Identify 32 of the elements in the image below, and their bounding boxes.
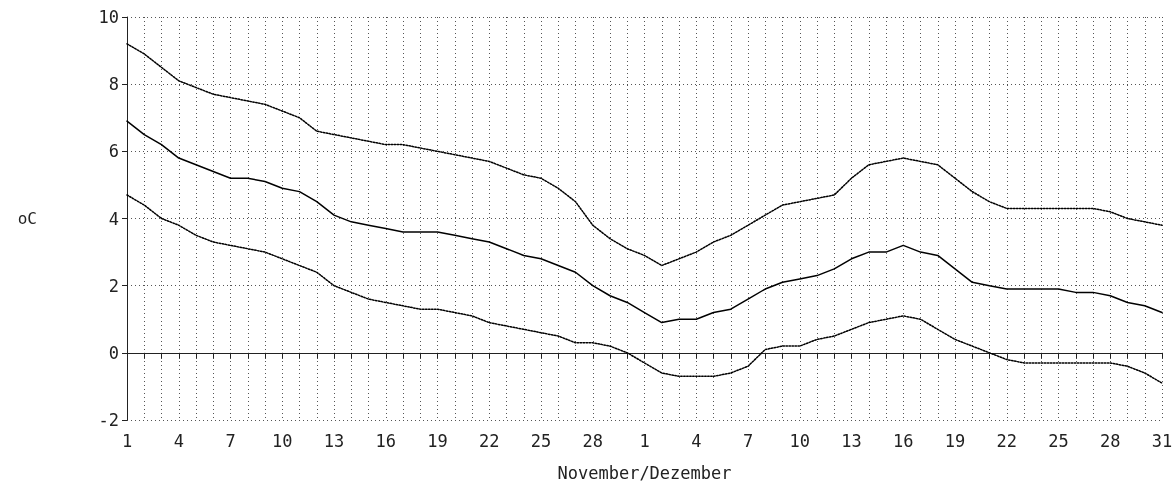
x-tick-label: 7 — [742, 430, 754, 451]
x-axis-title: November/Dezember — [557, 462, 732, 483]
x-tick-label: 13 — [841, 430, 862, 451]
x-tick-label: 16 — [893, 430, 914, 451]
x-tick-label: 4 — [173, 430, 184, 451]
x-tick-label: 4 — [691, 430, 702, 451]
y-tick-label: -2 — [98, 410, 119, 430]
y-tick-label: 2 — [108, 275, 119, 296]
x-tick-label: 31 — [1151, 430, 1173, 451]
x-tick-label: 19 — [427, 430, 448, 451]
y-tick-label: 8 — [108, 74, 119, 95]
line-series — [126, 120, 1163, 324]
x-tick-label: 25 — [1048, 430, 1069, 451]
x-tick-label: 16 — [375, 430, 396, 451]
x-tick-label: 22 — [479, 430, 500, 451]
x-tick-label: 19 — [944, 430, 966, 451]
x-tick-label: 13 — [323, 430, 345, 451]
x-tick-label: 7 — [225, 430, 236, 451]
x-tick-label: 10 — [789, 430, 810, 451]
x-tick-label: 1 — [121, 430, 133, 451]
x-tick-label: 28 — [582, 430, 603, 451]
y-tick-label: 0 — [108, 342, 119, 363]
x-tick-label: 28 — [1100, 430, 1121, 451]
x-tick-label: 1 — [639, 430, 650, 451]
y-tick-label: 4 — [108, 208, 119, 229]
line-series — [126, 43, 1163, 267]
x-tick-label: 25 — [530, 430, 552, 451]
y-axis-title: oC — [17, 209, 37, 228]
y-tick-label: 10 — [98, 7, 119, 27]
x-tick-label: 10 — [272, 430, 293, 451]
y-tick-label: 6 — [108, 141, 119, 162]
x-tick-label: 22 — [996, 430, 1017, 451]
